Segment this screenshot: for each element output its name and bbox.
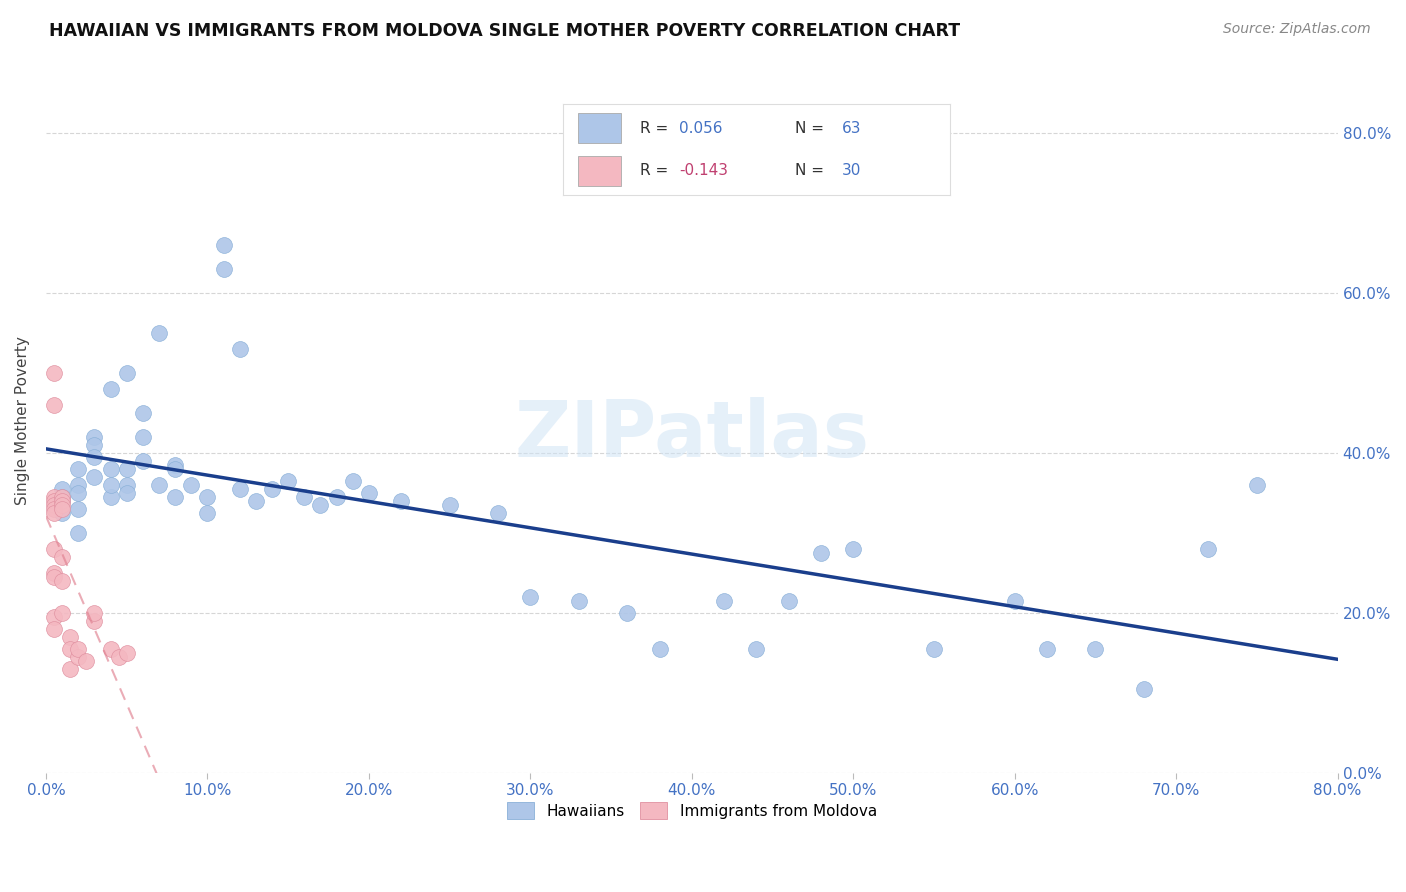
Point (486, 506, 509, 520)
Point (292, 490, 315, 504)
Point (389, 493, 412, 508)
Point (277, 474, 299, 488)
Point (51, 490, 73, 504)
Point (67, 477, 90, 491)
Point (83, 437, 105, 451)
Point (42, 541, 65, 556)
Point (75, 654, 97, 668)
Point (309, 498, 332, 512)
Point (100, 461, 122, 475)
Point (67, 501, 90, 516)
Point (342, 474, 364, 488)
Point (260, 482, 283, 496)
Point (713, 593, 735, 607)
Point (325, 490, 347, 504)
Point (1246, 477, 1268, 491)
Point (148, 326, 170, 340)
Y-axis label: Single Mother Poverty: Single Mother Poverty (15, 336, 30, 505)
Point (42, 366, 65, 380)
Text: Source: ZipAtlas.com: Source: ZipAtlas.com (1223, 22, 1371, 37)
Point (42, 398, 65, 412)
Point (1004, 593, 1026, 607)
Point (59, 662, 82, 676)
Point (51, 574, 73, 588)
Point (165, 461, 187, 475)
Point (115, 646, 138, 660)
Point (115, 366, 138, 380)
Point (67, 649, 90, 664)
Point (100, 490, 122, 504)
Point (132, 406, 155, 420)
Point (245, 493, 267, 508)
Point (212, 261, 235, 276)
Point (67, 525, 90, 540)
Point (115, 485, 138, 500)
Point (568, 593, 591, 607)
Point (165, 458, 187, 472)
Point (51, 501, 73, 516)
Point (180, 477, 202, 491)
Point (42, 569, 65, 583)
Text: ZIPatlas: ZIPatlas (515, 397, 869, 473)
Point (165, 490, 187, 504)
Point (83, 429, 105, 443)
Point (228, 342, 250, 356)
Text: HAWAIIAN VS IMMIGRANTS FROM MOLDOVA SINGLE MOTHER POVERTY CORRELATION CHART: HAWAIIAN VS IMMIGRANTS FROM MOLDOVA SING… (49, 22, 960, 40)
Point (42, 566, 65, 580)
Point (197, 506, 219, 520)
Point (100, 382, 122, 396)
Point (51, 482, 73, 496)
Point (51, 498, 73, 512)
Point (59, 630, 82, 644)
Point (67, 461, 90, 475)
Point (67, 485, 90, 500)
Point (42, 498, 65, 512)
Point (42, 501, 65, 516)
Point (778, 593, 800, 607)
Point (42, 506, 65, 520)
Point (228, 482, 250, 496)
Point (67, 641, 90, 656)
Point (439, 498, 461, 512)
Point (212, 237, 235, 252)
Point (51, 493, 73, 508)
Point (42, 622, 65, 636)
Point (83, 614, 105, 628)
Point (922, 641, 945, 656)
Point (51, 549, 73, 564)
Point (51, 490, 73, 504)
Point (616, 606, 638, 620)
Point (83, 469, 105, 483)
Point (1133, 681, 1156, 696)
Point (148, 477, 170, 491)
Legend: Hawaiians, Immigrants from Moldova: Hawaiians, Immigrants from Moldova (501, 796, 883, 825)
Point (519, 590, 541, 604)
Point (132, 453, 155, 467)
Point (59, 641, 82, 656)
Point (197, 490, 219, 504)
Point (357, 485, 380, 500)
Point (51, 506, 73, 520)
Point (100, 477, 122, 491)
Point (115, 461, 138, 475)
Point (115, 477, 138, 491)
Point (83, 606, 105, 620)
Point (51, 606, 73, 620)
Point (1198, 541, 1220, 556)
Point (132, 429, 155, 443)
Point (107, 649, 129, 664)
Point (810, 546, 832, 560)
Point (42, 609, 65, 624)
Point (42, 493, 65, 508)
Point (83, 450, 105, 464)
Point (100, 641, 122, 656)
Point (1036, 641, 1059, 656)
Point (42, 490, 65, 504)
Point (51, 493, 73, 508)
Point (842, 541, 865, 556)
Point (745, 641, 768, 656)
Point (648, 641, 671, 656)
Point (1084, 641, 1107, 656)
